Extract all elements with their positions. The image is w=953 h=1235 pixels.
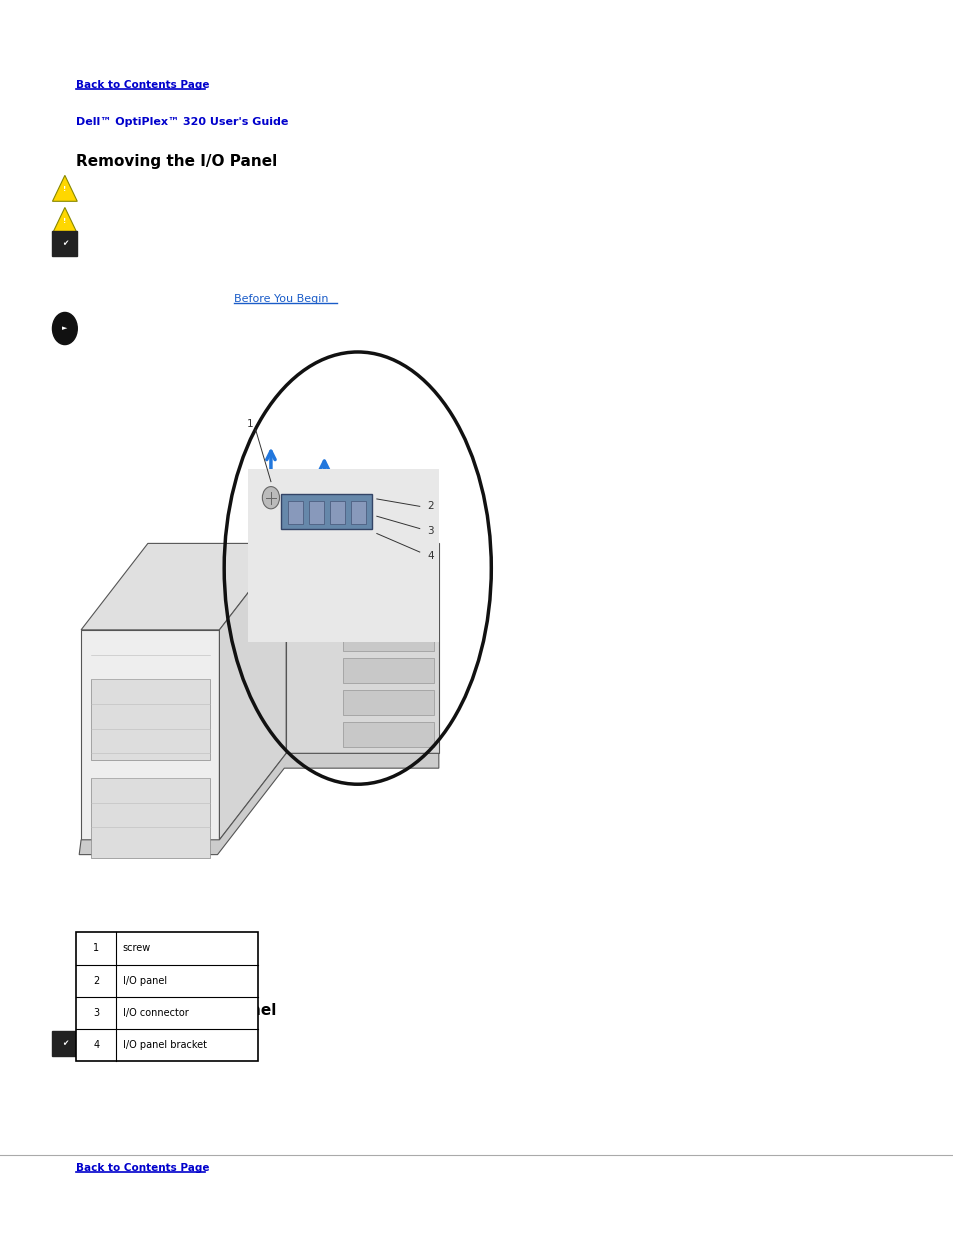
Polygon shape: [91, 679, 210, 760]
Polygon shape: [91, 778, 210, 858]
FancyBboxPatch shape: [288, 501, 303, 524]
Text: 4: 4: [427, 551, 434, 561]
Polygon shape: [281, 494, 372, 529]
Text: Back to Contents Page: Back to Contents Page: [76, 1163, 210, 1173]
Text: !: !: [63, 219, 67, 224]
Text: ►: ►: [62, 326, 68, 331]
Polygon shape: [52, 207, 77, 233]
Text: 2: 2: [427, 501, 434, 511]
Polygon shape: [79, 753, 438, 855]
Text: I/O panel: I/O panel: [123, 976, 167, 986]
Polygon shape: [81, 543, 286, 630]
Text: 3: 3: [93, 1008, 99, 1018]
Text: 1: 1: [247, 419, 253, 429]
Text: Dell™ OptiPlex™ 320 User's Guide: Dell™ OptiPlex™ 320 User's Guide: [76, 117, 289, 127]
Circle shape: [52, 312, 77, 345]
Polygon shape: [343, 722, 434, 747]
Circle shape: [262, 487, 279, 509]
Text: Replacing the I/O Panel: Replacing the I/O Panel: [76, 1003, 276, 1018]
Polygon shape: [343, 594, 434, 619]
Polygon shape: [343, 626, 434, 651]
Text: 4: 4: [93, 1040, 99, 1050]
Polygon shape: [286, 543, 438, 753]
Polygon shape: [343, 658, 434, 683]
FancyBboxPatch shape: [52, 1031, 77, 1056]
Text: 2: 2: [93, 976, 99, 986]
Text: 3: 3: [427, 526, 434, 536]
FancyBboxPatch shape: [76, 932, 257, 1061]
Polygon shape: [248, 469, 438, 642]
FancyBboxPatch shape: [52, 231, 77, 256]
Polygon shape: [219, 543, 286, 840]
Text: ✔: ✔: [62, 238, 68, 248]
Text: Before You Begin: Before You Begin: [233, 294, 328, 304]
Text: Removing the I/O Panel: Removing the I/O Panel: [76, 154, 277, 169]
FancyBboxPatch shape: [351, 501, 366, 524]
Polygon shape: [343, 690, 434, 715]
Text: Back to Contents Page: Back to Contents Page: [76, 80, 210, 90]
Polygon shape: [52, 175, 77, 201]
Text: ✔: ✔: [62, 1039, 68, 1049]
FancyBboxPatch shape: [330, 501, 345, 524]
Text: I/O panel bracket: I/O panel bracket: [123, 1040, 207, 1050]
Polygon shape: [343, 562, 434, 587]
Text: I/O connector: I/O connector: [123, 1008, 189, 1018]
Text: !: !: [63, 186, 67, 191]
Text: screw: screw: [123, 944, 151, 953]
FancyBboxPatch shape: [309, 501, 324, 524]
Text: 1: 1: [93, 944, 99, 953]
Polygon shape: [81, 630, 219, 840]
